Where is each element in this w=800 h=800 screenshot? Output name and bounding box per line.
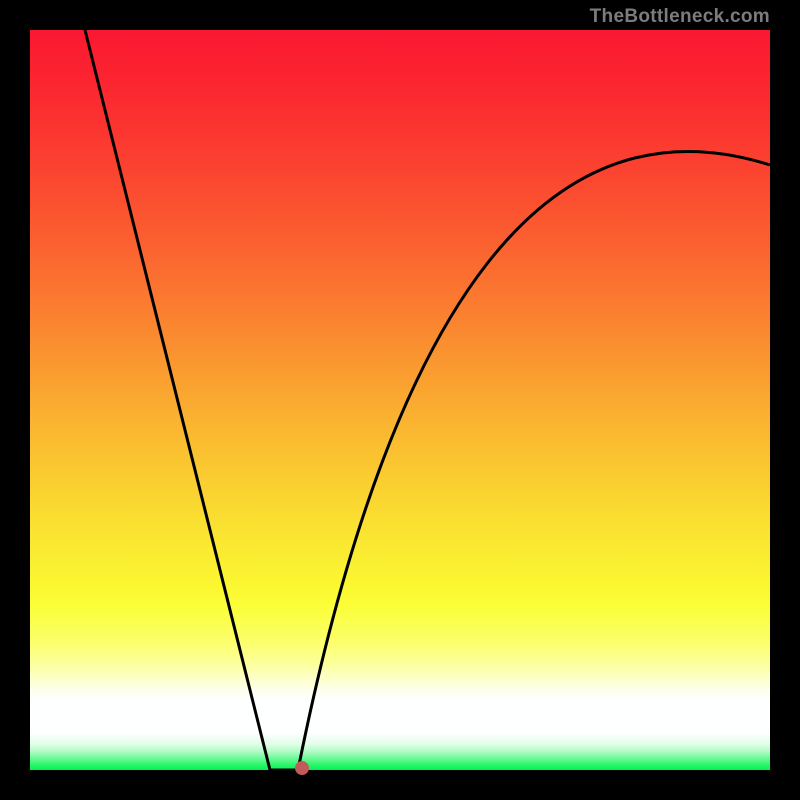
chart-frame: TheBottleneck.com (0, 0, 800, 800)
optimum-marker (295, 761, 309, 775)
chart-svg (30, 30, 770, 770)
watermark-label: TheBottleneck.com (590, 6, 770, 28)
gradient-background (30, 30, 770, 770)
plot-area (30, 30, 770, 770)
